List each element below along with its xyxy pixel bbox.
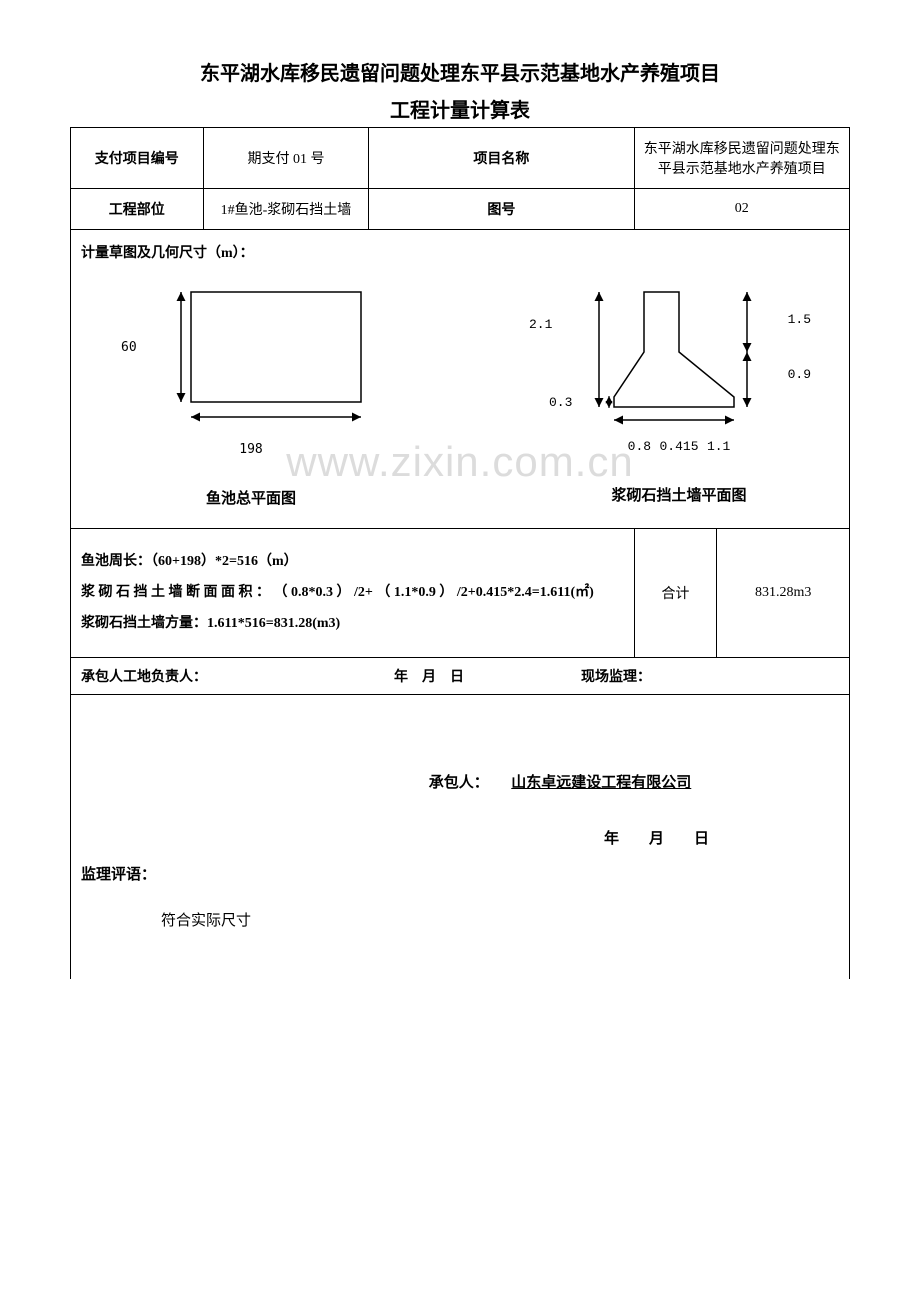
dim-0-9: 0.9 — [788, 367, 811, 382]
header-row-2: 工程部位 1#鱼池-浆砌石挡土墙 图号 02 — [71, 189, 850, 230]
dim-width: 198 — [111, 442, 391, 457]
review-text: 符合实际尺寸 — [81, 903, 839, 939]
calc-row: 鱼池周长：（60+198）*2=516（m） 浆 砌 石 挡 土 墙 断 面 面… — [71, 529, 850, 658]
dim-1-5: 1.5 — [788, 312, 811, 327]
diagram-header: 计量草图及几何尺寸（m）： — [81, 242, 839, 262]
pond-caption: 鱼池总平面图 — [111, 487, 391, 508]
dim-0-3: 0.3 — [549, 395, 572, 410]
sign-row: 承包人工地负责人： 年 月 日 现场监理： — [71, 658, 850, 695]
calc-line-1: 鱼池周长：（60+198）*2=516（m） — [81, 547, 624, 578]
footer-date: 年 月 日 — [81, 821, 839, 857]
calc-cell: 鱼池周长：（60+198）*2=516（m） 浆 砌 石 挡 土 墙 断 面 面… — [71, 529, 635, 658]
wall-section-svg — [569, 282, 789, 432]
part-value: 1#鱼池-浆砌石挡土墙 — [203, 189, 369, 230]
calc-line-3: 浆砌石挡土墙方量：1.611*516=831.28(m3) — [81, 609, 624, 640]
dim-b1: 0.8 — [628, 439, 651, 454]
supervisor-label: 现场监理： — [581, 670, 651, 685]
diagram-right: 2.1 1.5 0.9 0.3 0.8 0.415 1.1 浆砌石挡土墙平面图 — [549, 282, 809, 505]
diagram-left: 60 198 鱼池总平面图 — [111, 282, 391, 508]
drawing-label: 图号 — [369, 189, 634, 230]
sign-date: 年 月 日 — [394, 670, 464, 685]
footer-cell: 承包人： 山东卓远建设工程有限公司 年 月 日 监理评语： 符合实际尺寸 — [71, 695, 850, 980]
drawing-value: 02 — [634, 189, 849, 230]
doc-subtitle: 工程计量计算表 — [70, 94, 850, 123]
calc-line-2: 浆 砌 石 挡 土 墙 断 面 面 积 ： （ 0.8*0.3 ） /2+ （ … — [81, 578, 624, 609]
total-value: 831.28m3 — [717, 529, 850, 658]
part-label: 工程部位 — [71, 189, 204, 230]
pay-item-value: 期支付 01 号 — [203, 128, 369, 189]
total-label: 合计 — [634, 529, 717, 658]
project-name-label: 项目名称 — [369, 128, 634, 189]
dim-height: 60 — [121, 340, 137, 355]
header-row-1: 支付项目编号 期支付 01 号 项目名称 东平湖水库移民遗留问题处理东平县示范基… — [71, 128, 850, 189]
project-name-value: 东平湖水库移民遗留问题处理东平县示范基地水产养殖项目 — [634, 128, 849, 189]
pay-item-label: 支付项目编号 — [71, 128, 204, 189]
dim-b2: 0.415 — [659, 439, 698, 454]
wall-caption: 浆砌石挡土墙平面图 — [549, 484, 809, 505]
contractor-site-label: 承包人工地负责人： — [81, 670, 207, 685]
diagram-cell: 计量草图及几何尺寸（m）： — [71, 230, 850, 529]
main-table: 支付项目编号 期支付 01 号 项目名称 东平湖水库移民遗留问题处理东平县示范基… — [70, 127, 850, 979]
pond-plan-svg — [121, 282, 381, 432]
sign-cell: 承包人工地负责人： 年 月 日 现场监理： — [71, 658, 850, 695]
dim-b3: 1.1 — [707, 439, 730, 454]
contractor-line: 承包人： 山东卓远建设工程有限公司 — [81, 765, 839, 801]
dim-2-1: 2.1 — [529, 317, 552, 332]
doc-title: 东平湖水库移民遗留问题处理东平县示范基地水产养殖项目 — [70, 60, 850, 88]
contractor-name: 山东卓远建设工程有限公司 — [511, 775, 691, 791]
contractor-label: 承包人： — [429, 775, 489, 791]
review-label: 监理评语： — [81, 857, 839, 893]
